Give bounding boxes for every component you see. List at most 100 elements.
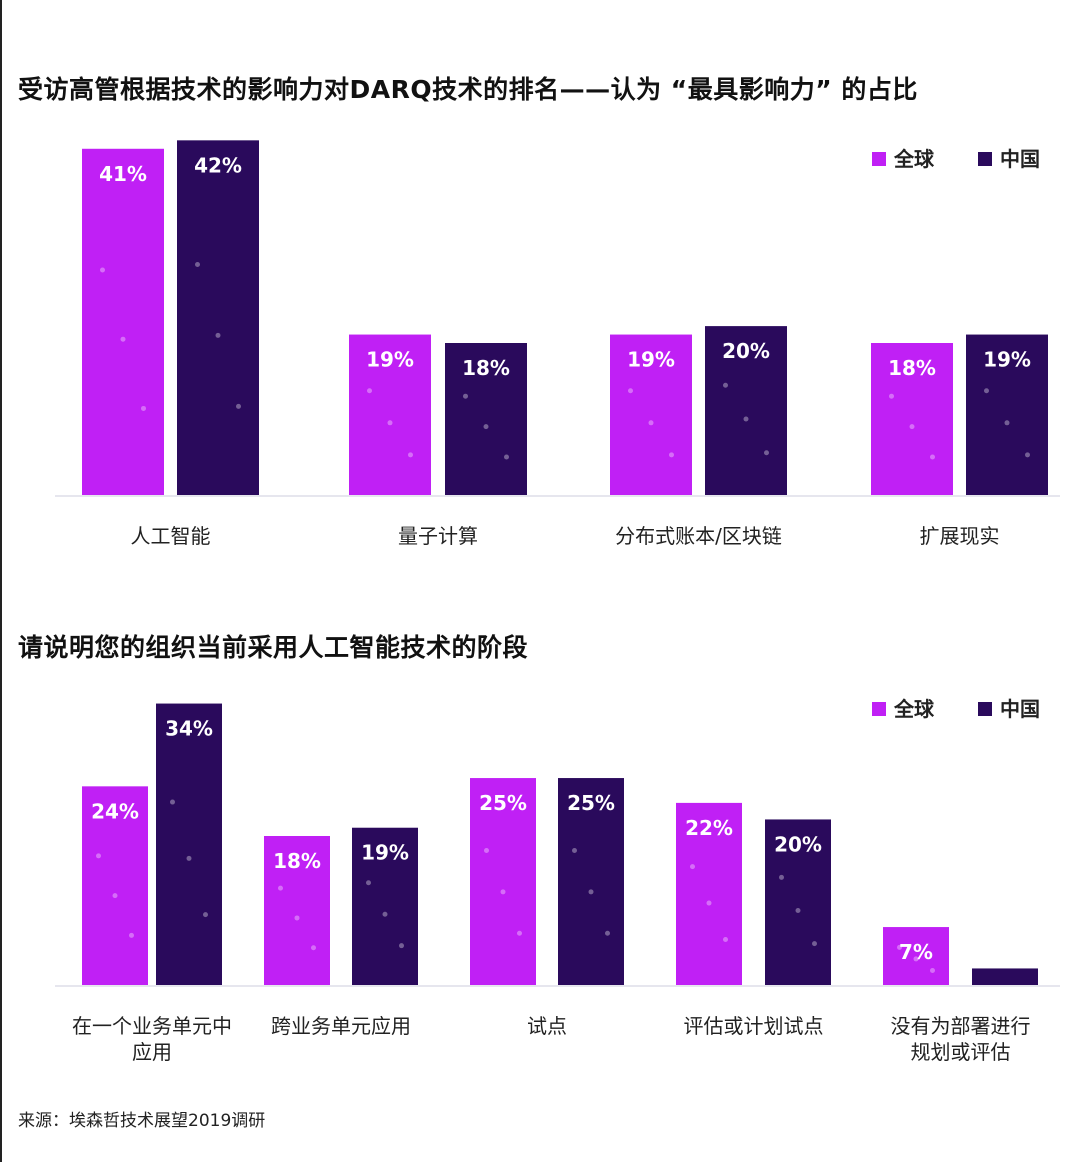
legend-label-china: 中国	[1000, 147, 1040, 171]
bar-texture-dot	[483, 424, 489, 430]
bar-texture-dot	[984, 388, 989, 394]
bar-texture-dot	[236, 403, 241, 409]
bar-texture-dot	[812, 941, 817, 947]
data-label-china-2: 18%	[462, 356, 510, 380]
bar-global-2	[264, 836, 330, 985]
bar-texture-dot	[1004, 420, 1010, 426]
bar-global-5	[883, 927, 949, 985]
bar-global-3	[610, 334, 692, 495]
bar-texture-dot	[795, 908, 801, 913]
bar-china-5	[972, 968, 1038, 985]
data-label-global-2: 19%	[366, 348, 414, 372]
left-edge-line	[0, 0, 2, 1162]
bar-china-4	[966, 334, 1048, 495]
bar-texture-dot	[408, 452, 413, 458]
bar-china-4	[765, 819, 831, 985]
bar-texture-dot	[215, 332, 221, 338]
bar-texture-dot	[311, 945, 316, 951]
bar-texture-dot	[628, 388, 633, 394]
bar-texture-dot	[500, 889, 506, 895]
bar-texture-dot	[278, 885, 283, 891]
category-label-2: 量子计算	[398, 524, 478, 548]
bar-global-1	[82, 148, 164, 495]
legend-swatch-global	[872, 702, 886, 716]
category-label-5: 没有为部署进行规划或评估	[891, 1014, 1031, 1064]
bar-texture-dot	[605, 930, 610, 936]
chart1-title: 受访高管根据技术的影响力对DARQ技术的排名——认为 “最具影响力” 的占比	[18, 75, 918, 104]
legend-label-global: 全球	[893, 147, 935, 171]
bar-texture-dot	[141, 405, 146, 411]
data-label-china-5: 2%	[988, 943, 1022, 967]
category-label-3: 试点	[527, 1014, 567, 1038]
data-label-china-4: 20%	[774, 832, 822, 856]
data-label-global-1: 24%	[91, 799, 139, 823]
bar-texture-dot	[930, 454, 935, 460]
category-label-1: 在一个业务单元中应用	[72, 1014, 232, 1064]
bar-texture-dot	[764, 450, 769, 456]
ai-adoption-stage-chart: 全球 中国 24% 34% 在一个业务单元中应用 18% 19% 跨业务单元应用 25% 25% 试…	[55, 697, 1060, 1064]
data-label-china-3: 25%	[567, 791, 615, 815]
bar-texture-dot	[463, 393, 468, 399]
bar-texture-dot	[170, 799, 175, 805]
bar-texture-dot	[648, 420, 654, 426]
bar-texture-dot	[897, 944, 902, 950]
bar-texture-dot	[100, 267, 105, 273]
bar-texture-dot	[913, 956, 919, 962]
legend-swatch-china	[978, 152, 992, 166]
bar-global-4	[871, 343, 953, 495]
bar-china-2	[445, 343, 527, 495]
source-note: 来源：埃森哲技术展望2019调研	[18, 1111, 266, 1131]
bar-texture-dot	[120, 336, 126, 342]
bar-texture-dot	[366, 880, 371, 886]
bar-texture-dot	[387, 420, 393, 426]
data-label-global-1: 41%	[99, 162, 147, 186]
bar-texture-dot	[930, 968, 935, 974]
bar-texture-dot	[909, 424, 915, 430]
bar-texture-dot	[669, 452, 674, 458]
category-label-1: 人工智能	[131, 524, 211, 548]
bar-texture-dot	[129, 932, 134, 938]
data-label-global-4: 18%	[888, 356, 936, 380]
bar-texture-dot	[195, 261, 200, 267]
data-label-global-5: 7%	[899, 940, 933, 964]
data-label-china-1: 34%	[165, 717, 213, 741]
bar-texture-dot	[367, 388, 372, 394]
legend-swatch-global	[872, 152, 886, 166]
bar-texture-dot	[1025, 452, 1030, 458]
legend-label-global: 全球	[893, 697, 935, 721]
data-label-global-2: 18%	[273, 849, 321, 873]
bar-texture-dot	[96, 853, 101, 859]
data-label-global-3: 25%	[479, 791, 527, 815]
category-label-4: 评估或计划试点	[684, 1014, 824, 1038]
chart2-title: 请说明您的组织当前采用人工智能技术的阶段	[18, 633, 529, 662]
bar-texture-dot	[588, 889, 594, 895]
data-label-china-1: 42%	[194, 153, 242, 177]
bar-texture-dot	[743, 416, 749, 422]
bar-texture-dot	[889, 393, 894, 399]
bar-china-3	[558, 778, 624, 985]
legend-label-china: 中国	[1000, 697, 1040, 721]
bar-texture-dot	[706, 900, 712, 906]
category-label-4: 扩展现实	[920, 524, 1000, 548]
bar-texture-dot	[112, 893, 118, 899]
bar-texture-dot	[723, 382, 728, 388]
bar-texture-dot	[294, 915, 300, 921]
bar-texture-dot	[517, 930, 522, 936]
data-label-china-2: 19%	[361, 841, 409, 865]
bar-global-2	[349, 334, 431, 495]
bar-texture-dot	[382, 911, 388, 917]
bar-texture-dot	[690, 864, 695, 870]
bar-texture-dot	[723, 936, 728, 942]
data-label-china-3: 20%	[722, 339, 770, 363]
bar-texture-dot	[203, 912, 208, 918]
bar-global-1	[82, 786, 148, 985]
bar-china-1	[177, 140, 259, 496]
bar-texture-dot	[779, 874, 784, 880]
bar-texture-dot	[186, 855, 192, 861]
bar-global-4	[676, 802, 742, 985]
bar-china-3	[705, 326, 787, 495]
bar-texture-dot	[504, 454, 509, 460]
legend-swatch-china	[978, 702, 992, 716]
data-label-china-4: 19%	[983, 348, 1031, 372]
category-label-3: 分布式账本/区块链	[615, 524, 782, 548]
